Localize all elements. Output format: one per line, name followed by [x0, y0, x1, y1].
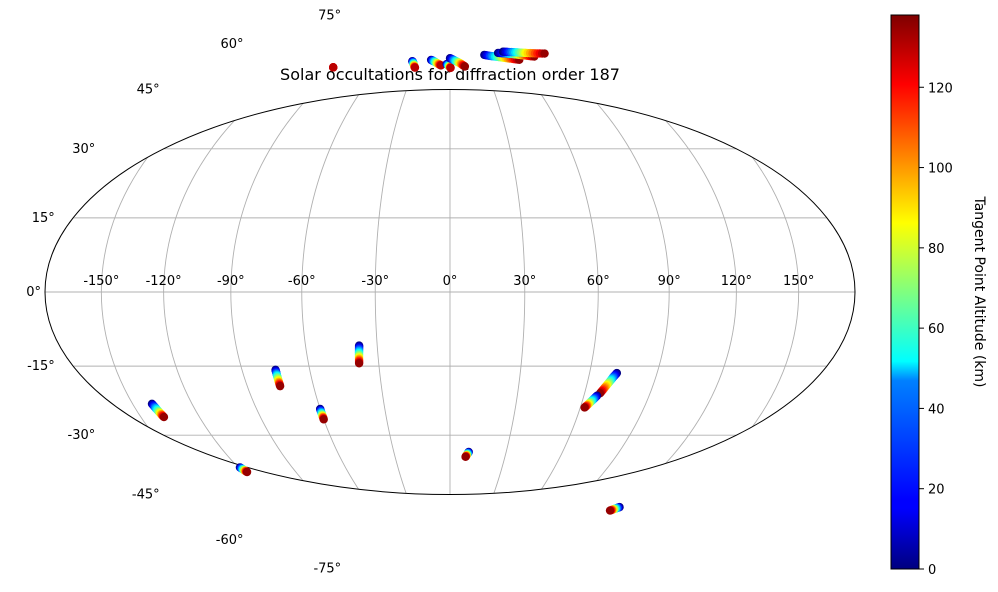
- colorbar-label: Tangent Point Altitude (km): [971, 195, 987, 387]
- map-grid: [45, 89, 855, 495]
- latitude-tick-label: 0°: [26, 285, 41, 300]
- longitude-tick-label: -90°: [217, 274, 245, 289]
- colorbar-tick-label: 0: [928, 563, 936, 578]
- latitude-tick-label: 30°: [72, 142, 95, 157]
- chart-title: Solar occultations for diffraction order…: [280, 65, 620, 84]
- latitude-tick-label: 75°: [318, 8, 341, 23]
- map-boundary: [44, 89, 856, 495]
- longitude-tick-label: -60°: [288, 274, 316, 289]
- colorbar: 0 20 40 60 80 100 120 Tangent Point Altitude (…: [890, 14, 987, 578]
- latitude-tick-label: -60°: [216, 533, 244, 548]
- occultation-point: [460, 62, 470, 71]
- latitude-tick-label: 45°: [137, 83, 160, 98]
- colorbar-tick-label: 60: [928, 322, 945, 337]
- longitude-tick-label: -120°: [146, 274, 182, 289]
- colorbar-tick-label: 120: [928, 81, 953, 96]
- occultation-point: [605, 506, 615, 515]
- latitude-tick-labels: -75° -60° -45° -30° -15° 0° 15° 30° 45° 60° 75°: [26, 8, 341, 576]
- occultation-point: [410, 63, 420, 72]
- colorbar-tick-label: 40: [928, 402, 945, 417]
- occultation-point: [540, 49, 549, 58]
- longitude-tick-label: -30°: [361, 274, 389, 289]
- occultation-points: [147, 47, 624, 515]
- latitude-tick-label: -15°: [27, 359, 55, 374]
- longitude-tick-label: 150°: [783, 274, 814, 289]
- occultation-point: [446, 63, 455, 73]
- occultation-point: [461, 452, 470, 462]
- occultation-point: [159, 412, 169, 422]
- occultation-point: [329, 63, 338, 72]
- longitude-tick-label: 120°: [721, 274, 752, 289]
- latitude-tick-label: 60°: [220, 37, 243, 52]
- longitude-tick-label: 60°: [587, 274, 610, 289]
- colorbar-ticks: 0 20 40 60 80 100 120: [919, 81, 953, 578]
- colorbar-tick-label: 100: [928, 162, 953, 177]
- colorbar-tick-label: 80: [928, 242, 945, 257]
- occultation-point: [242, 467, 252, 477]
- occultation-point: [319, 415, 328, 424]
- latitude-tick-label: -45°: [132, 488, 160, 503]
- longitude-tick-label: 0°: [443, 274, 458, 289]
- colorbar-gradient: [890, 14, 920, 570]
- latitude-tick-label: -75°: [313, 562, 341, 577]
- occultation-point: [275, 381, 285, 391]
- latitude-tick-label: -30°: [68, 428, 96, 443]
- longitude-tick-label: 90°: [658, 274, 681, 289]
- occultation-point: [580, 403, 589, 412]
- latitude-tick-label: 15°: [32, 211, 55, 226]
- occultation-point: [354, 359, 364, 368]
- longitude-tick-label: 30°: [513, 274, 536, 289]
- colorbar-tick-label: 20: [928, 483, 945, 498]
- longitude-tick-label: -150°: [83, 274, 119, 289]
- longitude-tick-labels: -150° -120° -90° -60° -30° 0° 30° 60° 90° 120° 150…: [83, 274, 814, 289]
